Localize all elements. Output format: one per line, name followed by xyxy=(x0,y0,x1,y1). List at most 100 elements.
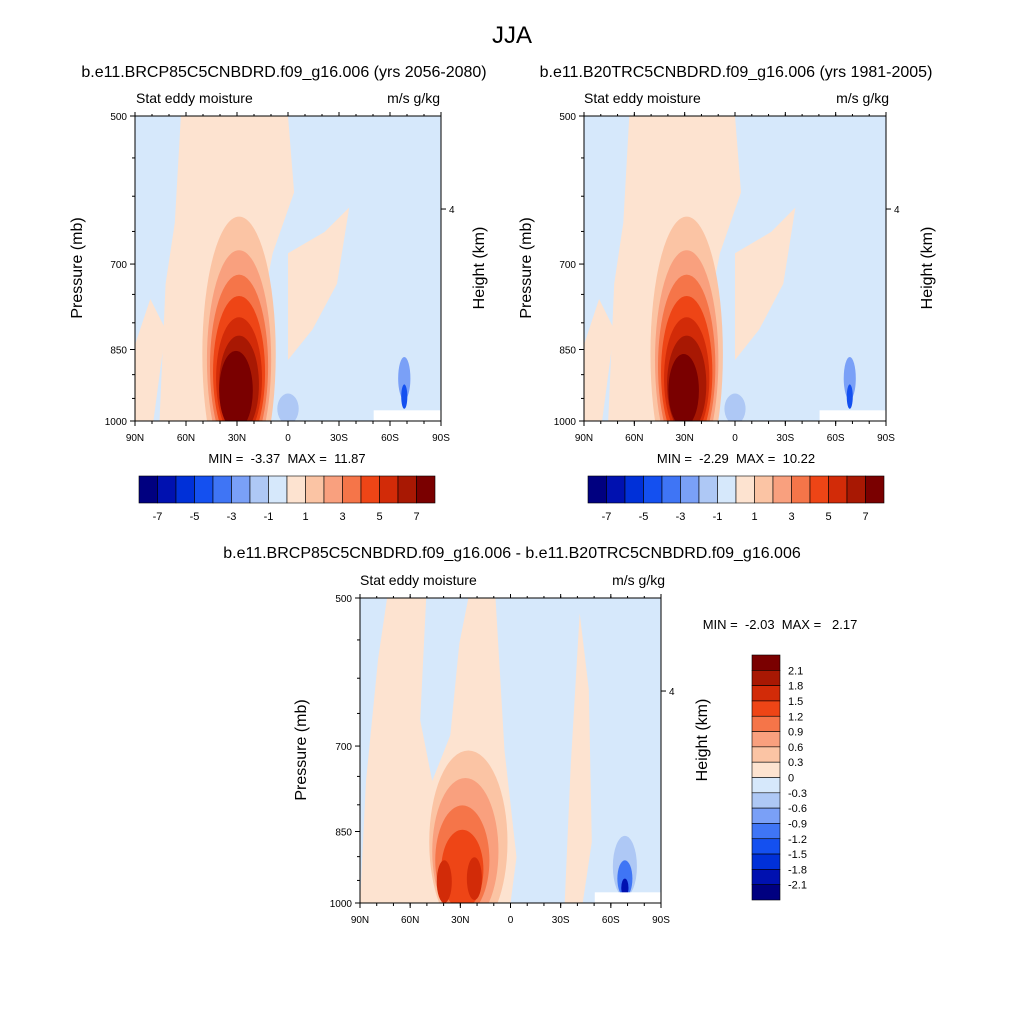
colorbar-swatch xyxy=(268,475,288,504)
contour-negative-southern xyxy=(398,356,411,400)
y-right-tick-label: 4 xyxy=(894,205,900,216)
x-tick-label: 30N xyxy=(451,915,469,926)
colorbar-label: -0.3 xyxy=(788,788,807,800)
panel-1-min-max: MIN = -3.37 MAX = 11.87 xyxy=(208,451,365,466)
panel-1-x-axis: 90N 60N 30N 0 30S 60S 90S xyxy=(126,112,450,444)
panel-3-ylabel: Pressure (mb) xyxy=(293,699,310,800)
colorbar-swatch xyxy=(194,475,214,504)
colorbar-label: 1.8 xyxy=(788,681,803,693)
contour-negative-core xyxy=(846,384,853,409)
panel-2-ylabel-right: Height (km) xyxy=(919,227,936,310)
panel-3-min-max: MIN = -2.03 MAX = 2.17 xyxy=(703,617,858,632)
colorbar-label: -1.2 xyxy=(788,834,807,846)
colorbar-label: 1 xyxy=(302,511,308,523)
colorbar-swatch xyxy=(680,475,700,504)
panel-1-title: b.e11.BRCP85C5CNBDRD.f09_g16.006 (yrs 20… xyxy=(81,64,486,81)
x-tick-label: 60N xyxy=(625,433,643,444)
colorbar-swatch xyxy=(698,475,718,504)
colorbar-swatch xyxy=(342,475,362,504)
colorbar-swatch xyxy=(751,685,781,702)
y-tick-label: 700 xyxy=(335,742,352,753)
colorbar-label: -1 xyxy=(264,511,274,523)
colorbar-label: -3 xyxy=(676,511,686,523)
panel-2: b.e11.B20TRC5CNBDRD.f09_g16.006 (yrs 198… xyxy=(518,64,936,523)
colorbar-label: 7 xyxy=(413,511,419,523)
panel-3-y-axis: 500 700 850 1000 xyxy=(330,594,360,910)
panel-3-colorbar: 2.1 1.8 1.5 1.2 0.9 0.6 0.3 0 -0.3 -0.6 -0.9 -1.2 -1… xyxy=(751,654,807,901)
colorbar-swatch xyxy=(661,475,681,504)
panel-3-y-right-axis: 4 xyxy=(661,687,675,698)
contour-negative-equator xyxy=(277,393,299,421)
colorbar-swatch xyxy=(751,654,781,671)
y-right-tick-label: 4 xyxy=(669,687,675,698)
missing-data xyxy=(594,892,661,903)
panel-3-plot xyxy=(360,598,661,903)
y-tick-label: 1000 xyxy=(105,417,128,428)
x-tick-label: 0 xyxy=(508,915,514,926)
colorbar-label: -2.1 xyxy=(788,880,807,892)
colorbar-swatch xyxy=(212,475,232,504)
colorbar-swatch xyxy=(587,475,607,504)
contour-positive-arctic xyxy=(584,299,615,421)
x-tick-label: 30S xyxy=(330,433,348,444)
colorbar-label: 1.5 xyxy=(788,696,803,708)
panel-2-contours xyxy=(584,116,886,421)
colorbar-swatch xyxy=(751,777,781,794)
panel-3-ylabel-right: Height (km) xyxy=(694,699,711,782)
panel-1-right-label: m/s g/kg xyxy=(387,90,440,106)
y-right-tick-label: 4 xyxy=(449,205,455,216)
colorbar-swatch xyxy=(717,475,737,504)
contour-level-7 xyxy=(668,354,699,421)
panel-2-ylabel: Pressure (mb) xyxy=(518,217,535,318)
colorbar-swatch xyxy=(305,475,325,504)
colorbar-label: -5 xyxy=(190,511,200,523)
contour-positive-arctic xyxy=(135,299,166,421)
colorbar-swatch xyxy=(751,838,781,855)
panel-3: b.e11.BRCP85C5CNBDRD.f09_g16.006 - b.e11… xyxy=(223,545,858,926)
y-tick-label: 1000 xyxy=(554,417,577,428)
contour-negative-mid xyxy=(617,860,633,897)
y-tick-label: 850 xyxy=(110,345,127,356)
colorbar-label: -0.6 xyxy=(788,803,807,815)
panel-1-y-right-axis: 4 xyxy=(441,205,455,216)
panel-3-right-label: m/s g/kg xyxy=(612,572,665,588)
panel-1-plot xyxy=(135,116,441,421)
colorbar-swatch xyxy=(751,823,781,840)
colorbar-swatch xyxy=(397,475,417,504)
colorbar-label: -5 xyxy=(639,511,649,523)
colorbar-label: -7 xyxy=(153,511,163,523)
missing-data xyxy=(819,410,886,421)
contour-positive-tropics xyxy=(288,207,350,360)
panel-2-y-axis: 500 700 850 1000 xyxy=(554,112,584,428)
x-tick-label: 30S xyxy=(552,915,570,926)
colorbar-swatch xyxy=(754,475,774,504)
y-tick-label: 700 xyxy=(110,260,127,271)
panel-2-left-label: Stat eddy moisture xyxy=(584,90,701,106)
panel-1-ylabel: Pressure (mb) xyxy=(69,217,86,318)
colorbar-label: -1 xyxy=(713,511,723,523)
x-tick-label: 0 xyxy=(732,433,738,444)
contour-positive-tropics xyxy=(735,207,796,360)
colorbar-label: 2.1 xyxy=(788,665,803,677)
panel-2-right-label: m/s g/kg xyxy=(836,90,889,106)
x-tick-label: 30N xyxy=(228,433,246,444)
x-tick-label: 60S xyxy=(381,433,399,444)
x-tick-label: 90S xyxy=(432,433,450,444)
colorbar-swatch xyxy=(379,475,399,504)
colorbar-label: -7 xyxy=(602,511,612,523)
colorbar-label: 5 xyxy=(376,511,382,523)
colorbar-swatch xyxy=(828,475,848,504)
panel-2-min-max: MIN = -2.29 MAX = 10.22 xyxy=(657,451,815,466)
contour-negative-southern xyxy=(843,356,856,400)
panel-2-y-right-axis: 4 xyxy=(886,205,900,216)
contour-positive-south xyxy=(564,613,592,903)
colorbar-swatch xyxy=(138,475,158,504)
missing-data xyxy=(373,410,441,421)
x-tick-label: 60S xyxy=(602,915,620,926)
panel-1: b.e11.BRCP85C5CNBDRD.f09_g16.006 (yrs 20… xyxy=(69,64,488,523)
x-tick-label: 90S xyxy=(652,915,670,926)
colorbar-swatch xyxy=(865,475,885,504)
colorbar-swatch xyxy=(772,475,792,504)
colorbar-label: 3 xyxy=(339,511,345,523)
contour-negative-core xyxy=(621,878,629,897)
